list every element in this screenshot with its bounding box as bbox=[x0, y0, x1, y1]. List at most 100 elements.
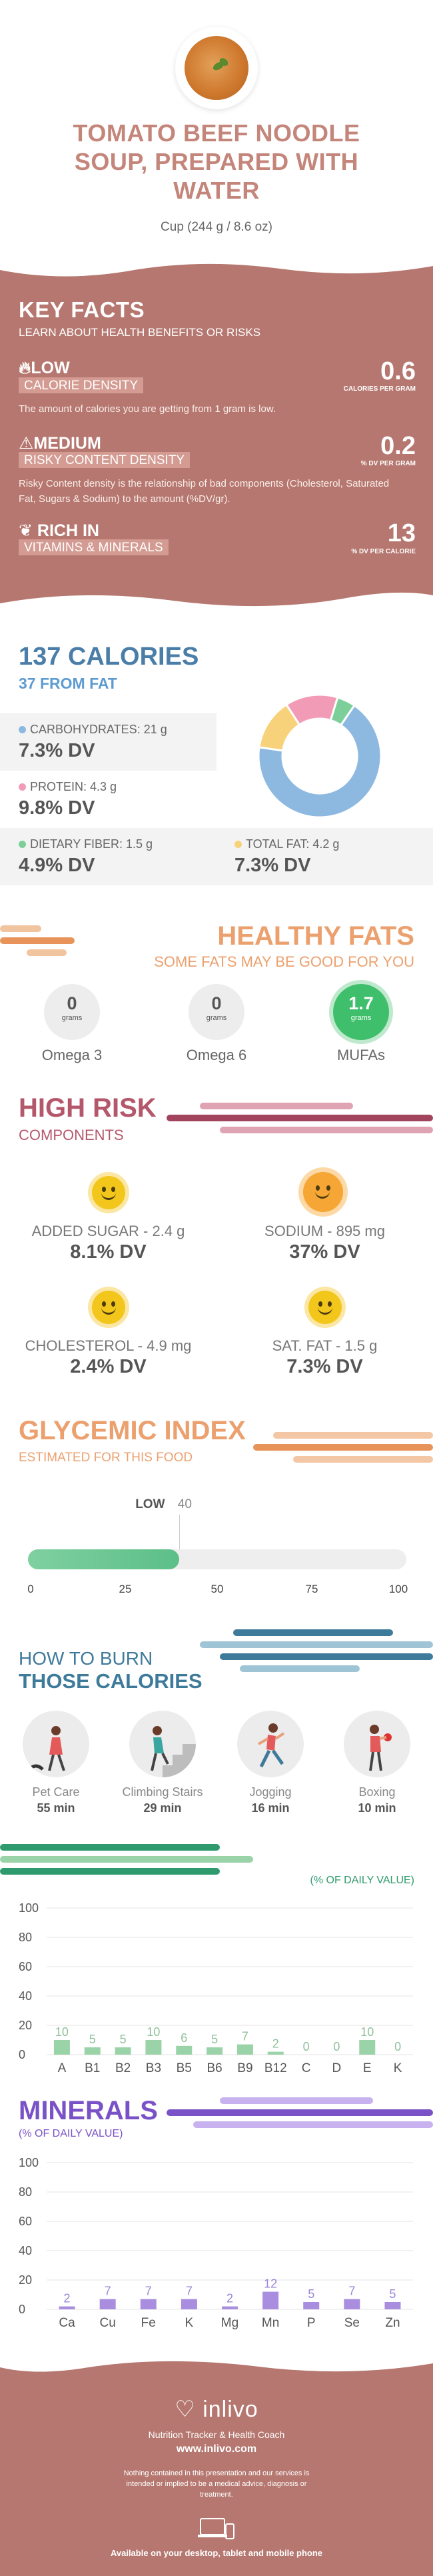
mufa-circle: 1.7 grams bbox=[333, 984, 389, 1040]
boxing-minutes: 10 min bbox=[358, 1801, 396, 1815]
calories-section: 137 CALORIES 37 FROM FAT CARBOHYDRATES: … bbox=[0, 616, 433, 909]
vitamins-category-label: B6 bbox=[207, 2061, 222, 2075]
minerals-y-tick: 40 bbox=[19, 2244, 32, 2257]
protein-label: PROTEIN: 4.3 g bbox=[30, 780, 117, 793]
healthy-fats-section: HEALTHY FATS SOME FATS MAY BE GOOD FOR Y… bbox=[0, 909, 433, 1089]
smiley-icon bbox=[92, 1291, 125, 1324]
burn-title-line1: HOW TO BURN bbox=[19, 1648, 153, 1669]
calorie-density-level: 🔥︎LOW bbox=[19, 359, 70, 377]
stripe-decoration bbox=[0, 1868, 220, 1875]
jogging-icon bbox=[237, 1711, 304, 1777]
stripe-decoration bbox=[253, 1444, 433, 1451]
jogging-minutes: 16 min bbox=[251, 1801, 290, 1815]
risky-density-label: RISKY CONTENT DENSITY bbox=[19, 452, 191, 468]
minerals-category-label: P bbox=[307, 2316, 316, 2330]
healthy-fats-subtitle: SOME FATS MAY BE GOOD FOR YOU bbox=[154, 953, 414, 970]
stripe-decoration bbox=[0, 937, 75, 944]
risky-density-value: 0.2 bbox=[380, 432, 416, 460]
boxing-icon bbox=[344, 1711, 410, 1777]
vitamins-bar-B5 bbox=[176, 2045, 193, 2055]
vitamins-bar-B6 bbox=[207, 2047, 223, 2055]
vitamins-value-label: 0 bbox=[303, 2040, 310, 2053]
omega6-circle: 0 grams bbox=[189, 984, 244, 1040]
wave-bottom-decoration bbox=[0, 592, 433, 617]
vitamins-y-tick: 80 bbox=[19, 1931, 32, 1944]
vitamins-y-tick: 40 bbox=[19, 1989, 32, 2003]
minerals-value-label: 2 bbox=[226, 2292, 233, 2305]
cholesterol-label: CHOLESTEROL - 4.9 mg bbox=[25, 1337, 192, 1354]
minerals-category-label: Fe bbox=[141, 2316, 156, 2330]
minerals-title: MINERALS bbox=[19, 2096, 158, 2125]
minerals-y-tick: 100 bbox=[19, 2156, 39, 2169]
sodium-label: SODIUM - 895 mg bbox=[264, 1223, 385, 1239]
rich-in-value: 13 bbox=[387, 519, 416, 547]
minerals-subtitle: (% OF DAILY VALUE) bbox=[19, 2128, 123, 2139]
vitamins-category-label: B5 bbox=[177, 2061, 192, 2075]
vitamins-bar-B9 bbox=[236, 2044, 253, 2055]
minerals-value-label: 5 bbox=[389, 2287, 396, 2301]
minerals-bar-Mn bbox=[262, 2291, 279, 2309]
vitamins-category-label: K bbox=[394, 2061, 402, 2075]
healthy-fats-title: HEALTHY FATS bbox=[217, 921, 414, 951]
vitamins-y-tick: 100 bbox=[19, 1901, 39, 1915]
vitamins-category-label: D bbox=[332, 2061, 342, 2075]
vitamins-y-tick: 60 bbox=[19, 1960, 32, 1973]
vitamins-value-label: 7 bbox=[242, 2030, 248, 2043]
leaf-icon: ❦ bbox=[19, 521, 33, 540]
vitamins-category-label: E bbox=[363, 2061, 372, 2075]
key-facts-title: KEY FACTS bbox=[19, 297, 145, 322]
carbohydrates-dot-icon bbox=[19, 726, 26, 733]
wave-footer-decoration bbox=[0, 2355, 433, 2372]
glycemic-track bbox=[28, 1549, 406, 1569]
vitamins-category-label: B12 bbox=[264, 2061, 287, 2075]
burn-calories-section: HOW TO BURN THOSE CALORIES Pet Care 55 m… bbox=[0, 1589, 433, 1843]
pet-care-label: Pet Care bbox=[32, 1785, 80, 1799]
risky-density-level: ⚠MEDIUM bbox=[19, 434, 101, 453]
vitamins-y-tick: 20 bbox=[19, 2019, 32, 2032]
stripe-decoration bbox=[27, 949, 67, 956]
pet-care-icon bbox=[23, 1711, 89, 1777]
stripe-decoration bbox=[0, 925, 41, 932]
stripe-decoration bbox=[233, 1629, 393, 1636]
fiber-dv: 4.9% DV bbox=[19, 855, 95, 876]
vitamins-value-label: 5 bbox=[211, 2033, 218, 2046]
vitamins-category-label: C bbox=[302, 2061, 311, 2075]
glycemic-value: 40 bbox=[177, 1497, 192, 1511]
minerals-bar-K bbox=[181, 2299, 197, 2309]
footer: ♡ inlivo Nutrition Tracker & Health Coac… bbox=[0, 2355, 433, 2576]
vitamins-bar-A bbox=[53, 2040, 70, 2055]
minerals-bar-Ca bbox=[59, 2306, 75, 2309]
minerals-bar-Cu bbox=[99, 2299, 116, 2309]
climbing-stairs-icon bbox=[129, 1711, 196, 1777]
sodium-dv: 37% DV bbox=[289, 1241, 360, 1263]
wave-top-decoration bbox=[0, 257, 433, 277]
calories-from-fat: 37 FROM FAT bbox=[19, 675, 117, 692]
donut-slice-carbohydrates bbox=[257, 703, 382, 819]
footer-available: Available on your desktop, tablet and mo… bbox=[110, 2548, 323, 2558]
risky-density-description: Risky Content density is the relationshi… bbox=[19, 478, 390, 505]
calorie-density-value: 0.6 bbox=[380, 357, 416, 385]
stripe-decoration bbox=[167, 1115, 433, 1121]
minerals-category-label: Cu bbox=[100, 2316, 116, 2330]
stripe-decoration bbox=[200, 1641, 433, 1648]
vitamins-category-label: A bbox=[58, 2061, 67, 2075]
footer-url[interactable]: www.inlivo.com bbox=[176, 2443, 257, 2455]
total-fat-dv: 7.3% DV bbox=[234, 855, 311, 876]
minerals-category-label: Se bbox=[344, 2316, 360, 2330]
smiley-icon bbox=[303, 1172, 343, 1212]
calorie-donut-chart bbox=[257, 693, 382, 819]
minerals-category-label: K bbox=[185, 2316, 194, 2330]
smiley-icon bbox=[92, 1176, 125, 1209]
stripe-decoration bbox=[220, 1127, 433, 1133]
glycemic-tick: 25 bbox=[119, 1583, 132, 1595]
sat-fat-label: SAT. FAT - 1.5 g bbox=[272, 1337, 378, 1354]
rich-in-unit: % DV PER CALORIE bbox=[351, 548, 416, 555]
stripe-decoration bbox=[273, 1432, 433, 1439]
fiber-dot-icon bbox=[19, 841, 26, 848]
total-fat-label: TOTAL FAT: 4.2 g bbox=[246, 837, 340, 851]
minerals-category-label: Ca bbox=[59, 2316, 75, 2330]
minerals-bar-Fe bbox=[140, 2299, 157, 2309]
vitamins-bar-B1 bbox=[84, 2047, 101, 2055]
high-risk-section: HIGH RISK COMPONENTS ADDED SUGAR - 2.4 g… bbox=[0, 1089, 433, 1416]
